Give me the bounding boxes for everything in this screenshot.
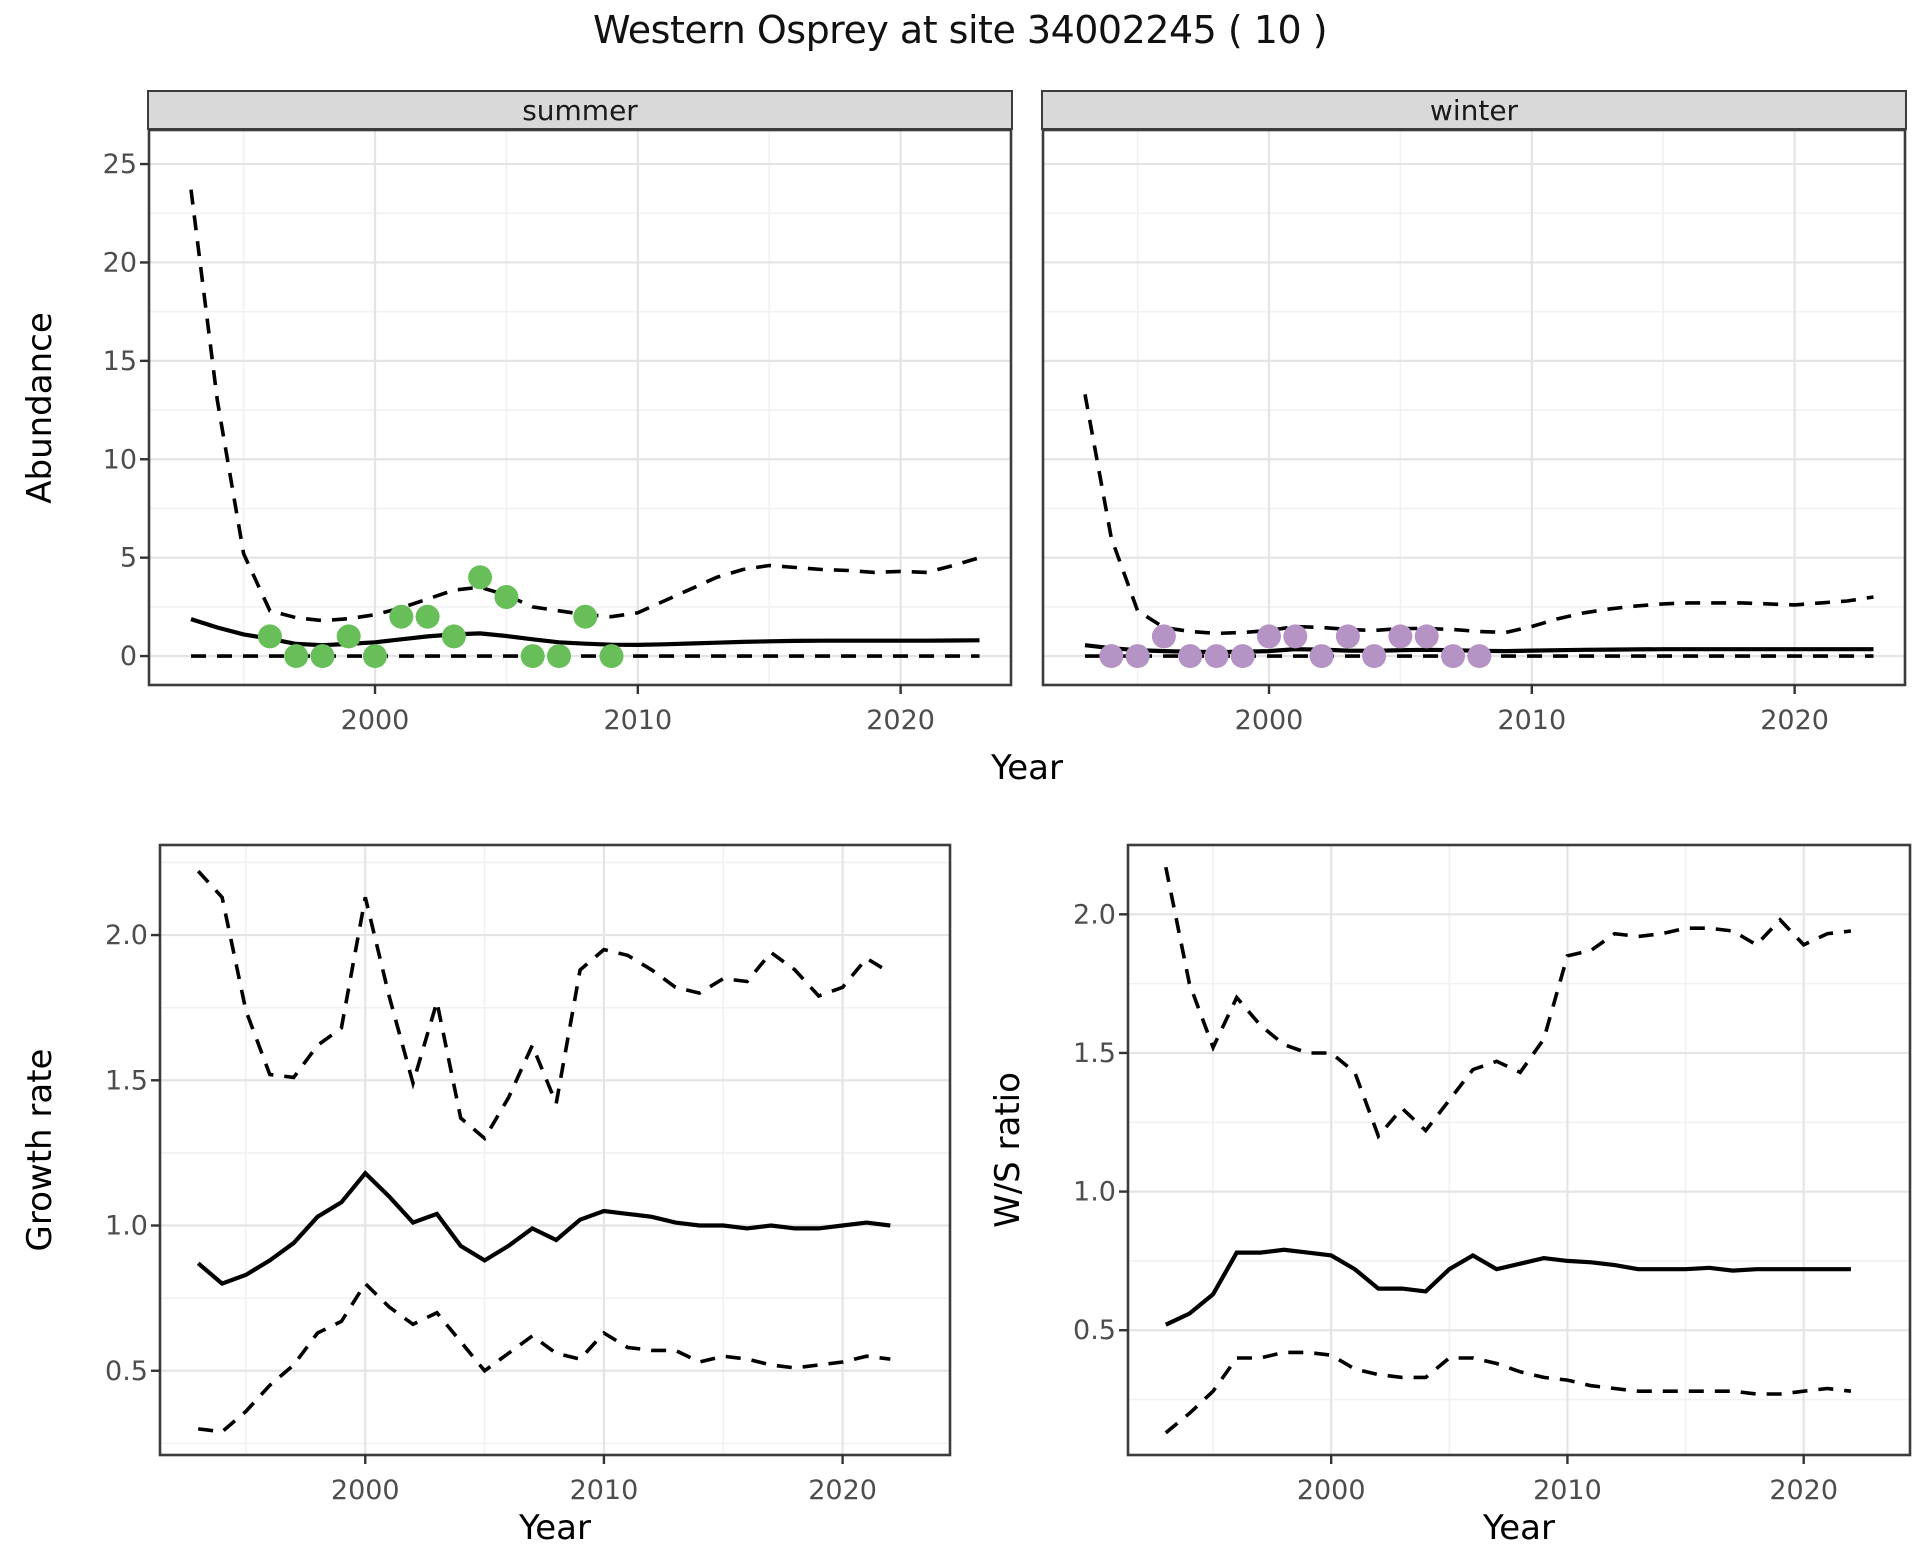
observation-point (1283, 624, 1308, 649)
y-tick-label: 0.5 (105, 1356, 148, 1387)
x-tick-label: 2010 (1533, 1475, 1602, 1506)
x-tick-label: 2020 (808, 1475, 877, 1506)
panel-growth-rate: 2000 2010 2020 0.5 1.0 1.5 2.0 (105, 843, 952, 1506)
x-tick-label: 2020 (1760, 705, 1829, 736)
x-tick-label: 2020 (866, 705, 935, 736)
facet-label-summer: summer (522, 93, 638, 127)
panel-abundance-summer: 2000 2010 2020 0 5 10 15 20 25 (103, 128, 1013, 736)
observation-point (1388, 624, 1413, 649)
x-tick-label: 2020 (1769, 1475, 1838, 1506)
x-tick-label: 2010 (1497, 705, 1566, 736)
observation-point (415, 604, 440, 629)
observation-point (363, 644, 387, 669)
observation-point (1099, 644, 1124, 669)
observation-point (1230, 644, 1255, 669)
panel-background (1128, 845, 1910, 1455)
observation-point (1178, 644, 1203, 669)
facet-strip-winter: winter (1041, 90, 1907, 130)
observation-point (1467, 644, 1492, 669)
y-tick-label: 2.0 (105, 920, 148, 951)
panel-border (1041, 128, 1907, 687)
y-tick-label: 1.5 (105, 1065, 148, 1096)
x-axis-title-year-top: Year (991, 748, 1063, 788)
upper-ci-line (196, 869, 892, 1142)
facet-label-winter: winter (1429, 93, 1519, 127)
x-axis-title-year-growth: Year (519, 1508, 591, 1548)
x-tick-label: 2010 (570, 1475, 639, 1506)
lower-ci-line (197, 1280, 891, 1434)
x-tick-label: 2000 (331, 1475, 400, 1506)
x-axis-title-year-ws: Year (1483, 1508, 1555, 1548)
panel-ws-ratio: 2000 2010 2020 0.5 1.0 1.5 2.0 (1073, 843, 1912, 1506)
observation-point (310, 644, 335, 669)
observation-point (441, 624, 466, 649)
panel-background (160, 845, 950, 1455)
page-title: Western Osprey at site 34002245 ( 10 ) (592, 8, 1328, 52)
x-tick-label: 2000 (1297, 1475, 1366, 1506)
observation-point (468, 565, 493, 590)
y-tick-label: 0 (120, 641, 137, 672)
panel-background (1043, 130, 1905, 685)
observation-point (1204, 644, 1229, 669)
panel-background (149, 130, 1011, 685)
x-tick-label: 2000 (1235, 705, 1304, 736)
observation-point (1309, 644, 1334, 669)
observation-point (1335, 624, 1360, 649)
observation-point (520, 644, 545, 669)
y-tick-label: 2.0 (1073, 899, 1116, 930)
panel-abundance-winter: 2000 2010 2020 (1041, 128, 1907, 736)
y-tick-label: 15 (103, 346, 137, 377)
observation-point (1362, 644, 1387, 669)
y-tick-label: 1.0 (105, 1211, 148, 1242)
observation-point (547, 644, 571, 669)
y-tick-label: 0.5 (1073, 1315, 1116, 1346)
y-tick-label: 10 (103, 444, 137, 475)
y-tick-label: 25 (103, 149, 137, 180)
observation-point (257, 624, 282, 649)
observation-point (599, 644, 624, 669)
observation-point (336, 624, 361, 649)
panel-border (147, 128, 1013, 687)
upper-ci-line (1083, 393, 1874, 636)
observation-point (1125, 644, 1150, 669)
observation-point (389, 604, 414, 629)
observation-point (1441, 644, 1465, 669)
median-line (1164, 1247, 1851, 1327)
observation-point (1414, 624, 1439, 649)
x-tick-label: 2010 (603, 705, 672, 736)
observation-point (1257, 624, 1281, 649)
observation-point (573, 604, 598, 629)
y-tick-label: 1.5 (1073, 1038, 1116, 1069)
y-tick-label: 20 (103, 247, 137, 278)
panel-border (1126, 843, 1912, 1457)
observation-point (494, 585, 519, 609)
y-tick-label: 1.0 (1073, 1177, 1116, 1208)
panel-border (158, 843, 952, 1457)
median-line (196, 1170, 891, 1286)
observation-point (284, 644, 309, 669)
observation-point (1151, 624, 1176, 649)
x-tick-label: 2000 (341, 705, 410, 736)
facet-strip-summer: summer (147, 90, 1013, 130)
y-tick-label: 5 (120, 543, 137, 574)
